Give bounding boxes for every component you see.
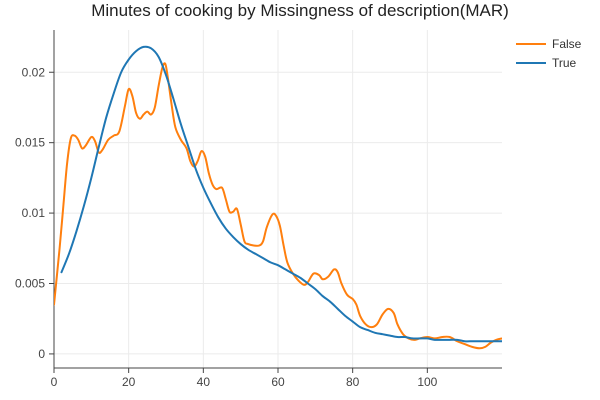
chart-title: Minutes of cooking by Missingness of des…: [91, 1, 509, 20]
y-tick-label: 0.01: [22, 206, 46, 220]
x-tick-label: 40: [197, 375, 211, 389]
grid-lines: [54, 30, 502, 368]
legend-item-true[interactable]: True: [516, 56, 577, 70]
legend[interactable]: False True: [516, 37, 582, 70]
x-tick-label: 20: [122, 375, 136, 389]
y-tick-label: 0.02: [22, 65, 46, 79]
x-tick-label: 60: [271, 375, 285, 389]
series-line-true[interactable]: [60, 45, 502, 343]
legend-label: True: [552, 56, 577, 70]
y-tick-label: 0.015: [15, 136, 45, 150]
series-line-false[interactable]: [54, 62, 502, 350]
y-tick-label: 0: [38, 347, 45, 361]
y-tick-label: 0.005: [15, 277, 45, 291]
series-lines: [54, 45, 502, 350]
legend-item-false[interactable]: False: [516, 37, 582, 51]
x-tick-label: 100: [417, 375, 437, 389]
axes: [49, 30, 502, 373]
legend-label: False: [552, 37, 582, 51]
tick-labels: 0 20 40 60 80 100 0 0.005 0.01 0.015 0.02: [15, 65, 438, 389]
x-tick-label: 80: [346, 375, 360, 389]
x-tick-label: 0: [51, 375, 58, 389]
